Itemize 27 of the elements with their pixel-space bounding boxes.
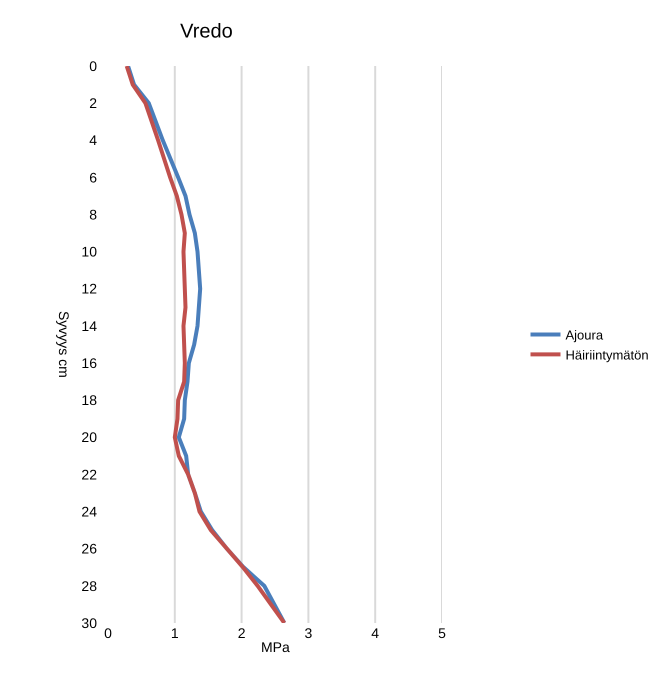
y-tick-label: 22	[81, 466, 98, 482]
y-tick-label: 16	[81, 354, 98, 371]
y-tick-label: 30	[81, 614, 98, 631]
legend-label: Ajoura	[566, 328, 604, 343]
x-tick-label: 2	[238, 625, 246, 641]
x-tick-label: 0	[104, 625, 112, 641]
y-tick-label: 10	[81, 244, 98, 260]
x-tick-label: 4	[371, 625, 380, 641]
y-tick-label: 4	[89, 132, 98, 148]
x-tick-label: 1	[170, 625, 179, 641]
y-tick-label: 28	[81, 578, 98, 594]
legend-label: Häiriintymätön	[566, 347, 649, 362]
y-tick-label: 18	[81, 392, 98, 408]
x-axis-title: MPa	[261, 639, 290, 655]
y-tick-label: 8	[89, 206, 98, 222]
chart-title: Vredo	[180, 20, 233, 43]
y-tick-label: 0	[89, 58, 98, 74]
y-tick-label: 12	[81, 280, 98, 297]
y-tick-label: 26	[81, 540, 98, 557]
y-tick-label: 14	[81, 318, 98, 334]
y-tick-label: 2	[89, 95, 98, 112]
y-tick-label: 24	[81, 504, 98, 520]
x-tick-label: 3	[304, 625, 312, 641]
y-tick-label: 20	[81, 429, 98, 446]
x-tick-label: 5	[438, 625, 446, 641]
y-axis-title: Syvyys cm	[56, 310, 72, 378]
y-tick-label: 6	[89, 169, 98, 186]
